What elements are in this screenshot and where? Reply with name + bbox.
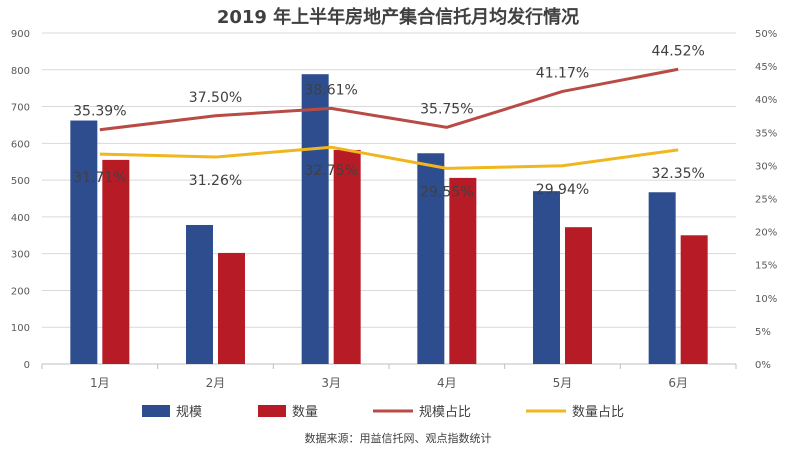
- left-tick-label: 700: [11, 103, 30, 114]
- right-tick-label: 15%: [755, 261, 777, 272]
- right-tick-label: 25%: [755, 195, 777, 206]
- data-label: 41.17%: [536, 65, 589, 81]
- chart-title: 2019 年上半年房地产集合信托月均发行情况: [217, 6, 579, 28]
- right-y-axis: 0% 5% 10% 15% 20% 25% 30% 35% 40% 45% 50%: [755, 29, 777, 371]
- data-label: 35.39%: [73, 104, 126, 120]
- left-tick-label: 200: [11, 286, 30, 297]
- left-tick-label: 600: [11, 139, 30, 150]
- line-数量占比: [99, 145, 679, 170]
- bar-规模: [417, 153, 445, 364]
- right-tick-label: 20%: [755, 228, 777, 239]
- line-labels: 35.39% 37.50% 38.61% 35.75% 41.17% 44.52% 31.7…: [73, 43, 705, 200]
- lines: [99, 67, 679, 170]
- bar-规模: [70, 120, 98, 364]
- right-tick-label: 5%: [755, 327, 771, 338]
- legend-swatch: [258, 405, 286, 417]
- data-label: 29.94%: [536, 182, 589, 198]
- left-tick-label: 100: [11, 323, 30, 334]
- bar-规模: [533, 191, 560, 364]
- right-tick-label: 10%: [755, 294, 777, 305]
- data-label: 31.71%: [73, 170, 126, 186]
- left-tick-label: 0: [24, 360, 30, 371]
- bar-规模: [301, 74, 329, 365]
- bar-数量: [565, 227, 592, 364]
- data-label: 32.75%: [304, 163, 357, 179]
- right-tick-label: 35%: [755, 128, 777, 139]
- bar-规模: [186, 224, 213, 364]
- left-tick-label: 500: [11, 176, 30, 187]
- x-tick-label: 1月: [90, 376, 110, 390]
- data-label: 32.35%: [651, 166, 704, 182]
- x-tick-label: 5月: [553, 376, 573, 390]
- bar-数量: [680, 235, 708, 364]
- legend: 规模 数量 规模占比 数量占比: [142, 405, 624, 420]
- left-tick-label: 400: [11, 213, 30, 224]
- data-label: 35.75%: [420, 101, 473, 117]
- right-tick-label: 30%: [755, 161, 777, 172]
- x-tick-label: 3月: [321, 376, 341, 390]
- legend-label: 规模: [176, 405, 202, 420]
- legend-label: 数量占比: [572, 405, 624, 420]
- line-规模占比: [99, 67, 679, 132]
- bars: [70, 74, 708, 365]
- x-tick-label: 2月: [206, 376, 226, 390]
- left-y-axis: 0 100 200 300 400 500 600 700 800 900: [11, 29, 30, 371]
- right-tick-label: 0%: [755, 360, 771, 371]
- bar-规模: [648, 192, 676, 364]
- source-note: 数据来源：用益信托网、观点指数统计: [305, 431, 492, 445]
- left-tick-label: 800: [11, 66, 30, 77]
- x-axis: 1月 2月 3月 4月 5月 6月: [41, 364, 737, 390]
- data-label: 44.52%: [651, 43, 704, 59]
- left-tick-label: 300: [11, 250, 30, 261]
- legend-label: 数量: [292, 405, 318, 420]
- legend-swatch: [142, 405, 170, 417]
- data-label: 37.50%: [189, 90, 242, 106]
- left-tick-label: 900: [11, 29, 30, 40]
- data-label: 38.61%: [304, 82, 357, 98]
- bar-数量: [333, 149, 361, 364]
- data-label: 31.26%: [189, 173, 242, 189]
- x-tick-label: 6月: [668, 376, 688, 390]
- bar-数量: [218, 252, 245, 364]
- right-tick-label: 50%: [755, 29, 777, 40]
- right-tick-label: 45%: [755, 62, 777, 73]
- bar-数量: [449, 177, 477, 364]
- x-tick-label: 4月: [437, 376, 457, 390]
- grid: [42, 32, 736, 365]
- bar-数量: [102, 159, 130, 364]
- legend-label: 规模占比: [419, 405, 471, 420]
- data-label: 29.55%: [420, 184, 473, 200]
- right-tick-label: 40%: [755, 95, 777, 106]
